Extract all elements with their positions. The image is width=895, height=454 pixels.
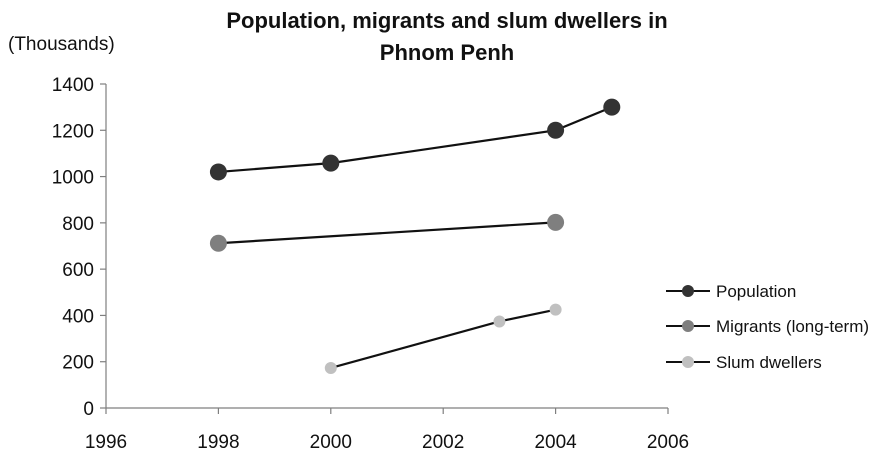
y-tick-label: 600 [62, 260, 94, 281]
x-tick-label: 2002 [422, 432, 464, 453]
data-point [209, 234, 227, 252]
data-point [324, 361, 337, 374]
data-point [493, 315, 506, 328]
data-point [547, 213, 565, 231]
series-3 [324, 303, 562, 374]
data-point [603, 98, 621, 116]
x-tick-label: 2004 [534, 432, 577, 453]
data-point [209, 163, 227, 181]
chart-title-line-1: Population, migrants and slum dwellers i… [226, 8, 667, 33]
legend-label: Slum dwellers [716, 353, 822, 372]
y-tick-label: 800 [62, 214, 94, 235]
x-tick-label: 1996 [85, 432, 127, 453]
data-point [547, 121, 565, 139]
legend-marker [682, 285, 694, 297]
data-point [549, 303, 562, 316]
x-axis-ticks: 1996 1998 2000 2002 2004 2006 [85, 408, 689, 453]
y-tick-label: 400 [62, 306, 94, 327]
y-tick-label: 200 [62, 353, 94, 374]
x-tick-label: 1998 [197, 432, 239, 453]
plot-series [209, 98, 621, 374]
chart-title-line-2: Phnom Penh [380, 40, 514, 65]
series-1 [209, 98, 621, 181]
legend-item: Migrants (long-term) [666, 317, 869, 336]
series-2 [209, 213, 565, 252]
legend-label: Population [716, 282, 796, 301]
legend-item: Slum dwellers [666, 353, 822, 372]
legend: Population Migrants (long-term) Slum dwell… [666, 282, 869, 372]
y-tick-label: 0 [83, 399, 94, 420]
series-line [330, 308, 556, 370]
y-axis-ticks: 0 200 400 600 800 1000 1200 1400 [52, 75, 106, 420]
legend-marker [682, 320, 694, 332]
data-point [322, 154, 340, 172]
legend-marker [682, 356, 694, 368]
x-tick-label: 2006 [647, 432, 689, 453]
y-unit-label: (Thousands) [8, 34, 115, 55]
series-line [218, 221, 556, 245]
series-line [218, 106, 613, 174]
y-tick-label: 1400 [52, 75, 94, 96]
y-tick-label: 1000 [52, 168, 94, 189]
y-tick-label: 1200 [52, 121, 94, 142]
legend-item: Population [666, 282, 796, 301]
axes [105, 84, 668, 409]
x-tick-label: 2000 [310, 432, 352, 453]
legend-label: Migrants (long-term) [716, 317, 869, 336]
